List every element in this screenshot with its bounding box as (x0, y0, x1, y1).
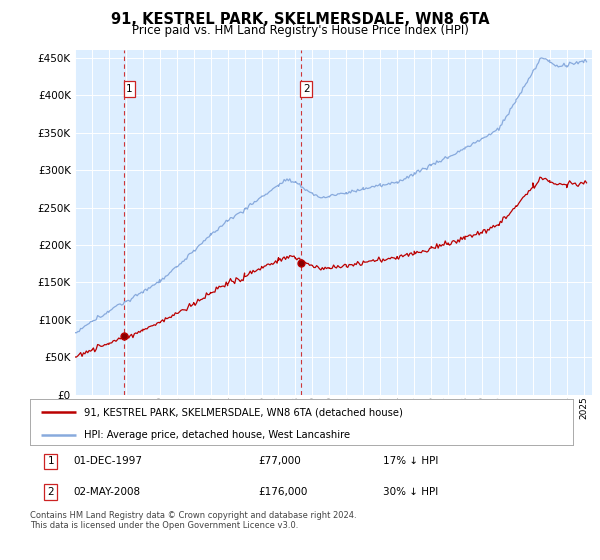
Text: 91, KESTREL PARK, SKELMERSDALE, WN8 6TA: 91, KESTREL PARK, SKELMERSDALE, WN8 6TA (110, 12, 490, 27)
Text: £77,000: £77,000 (258, 456, 301, 466)
Text: 1: 1 (47, 456, 54, 466)
Text: £176,000: £176,000 (258, 487, 307, 497)
Text: 02-MAY-2008: 02-MAY-2008 (73, 487, 140, 497)
Text: 01-DEC-1997: 01-DEC-1997 (73, 456, 142, 466)
Text: HPI: Average price, detached house, West Lancashire: HPI: Average price, detached house, West… (85, 430, 350, 440)
Text: Contains HM Land Registry data © Crown copyright and database right 2024.
This d: Contains HM Land Registry data © Crown c… (30, 511, 356, 530)
Text: 2: 2 (303, 84, 310, 94)
Text: Price paid vs. HM Land Registry's House Price Index (HPI): Price paid vs. HM Land Registry's House … (131, 24, 469, 37)
Text: 17% ↓ HPI: 17% ↓ HPI (383, 456, 439, 466)
Text: 2: 2 (47, 487, 54, 497)
Text: 1: 1 (126, 84, 133, 94)
Text: 30% ↓ HPI: 30% ↓ HPI (383, 487, 438, 497)
Text: 91, KESTREL PARK, SKELMERSDALE, WN8 6TA (detached house): 91, KESTREL PARK, SKELMERSDALE, WN8 6TA … (85, 407, 403, 417)
